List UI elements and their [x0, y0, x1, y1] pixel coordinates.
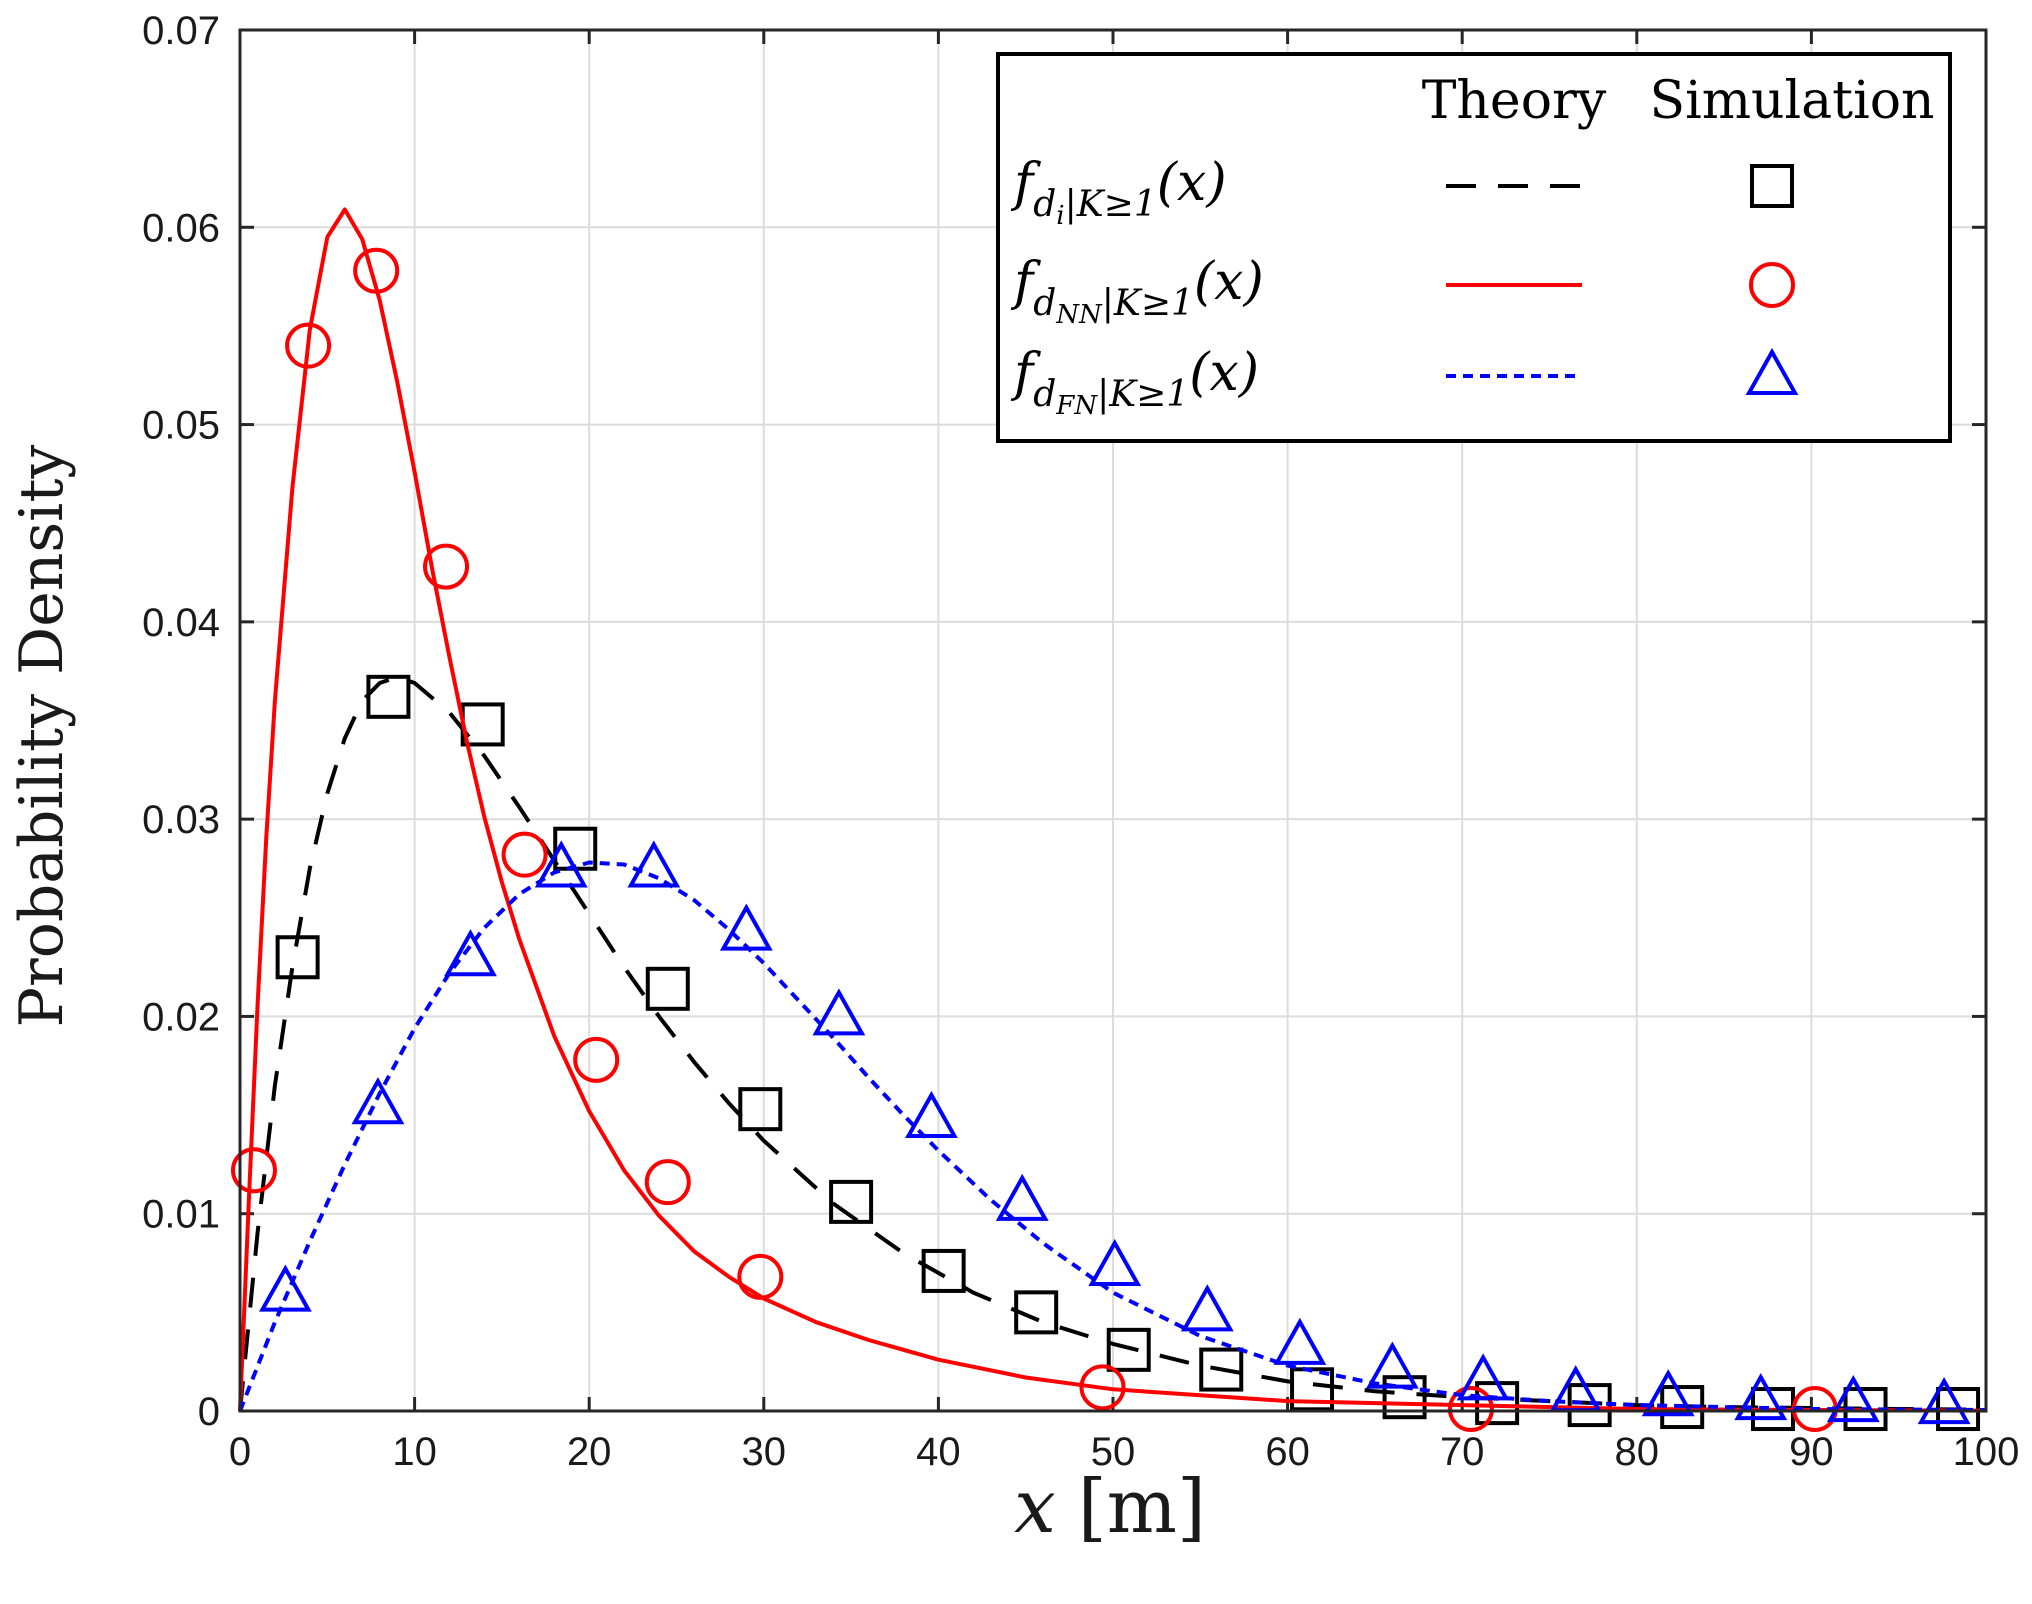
x-tick-label: 100 — [1953, 1430, 2020, 1474]
sim-marker-di — [645, 966, 690, 1011]
y-tick-label: 0.04 — [142, 601, 220, 645]
sim-marker-di — [921, 1248, 966, 1293]
legend-label-sub: d — [1033, 374, 1056, 415]
y-tick-label: 0.07 — [142, 9, 220, 53]
x-axis-title-var: x — [1014, 1464, 1056, 1550]
legend-header-simulation: Simulation — [1649, 71, 1934, 131]
sim-marker-di — [1106, 1327, 1151, 1372]
sim-marker-dfn — [1641, 1369, 1695, 1417]
legend-label-cond: |K≥1 — [1065, 184, 1157, 225]
sim-marker-dnn — [423, 543, 470, 590]
x-tick-label: 90 — [1789, 1430, 1834, 1474]
y-axis-title: Probability Density — [7, 445, 77, 1028]
ticklabel-layer: 0 10 20 30 40 50 60 70 80 90 100 0 0.01 0.02 0.03 0.04 0… — [142, 9, 2019, 1474]
sim-marker-di — [1475, 1381, 1520, 1426]
sim-marker-dfn — [905, 1090, 958, 1139]
sim-marker-dfn — [1273, 1317, 1327, 1365]
sim-marker-dfn — [1365, 1341, 1419, 1389]
x-tick-label: 20 — [567, 1430, 612, 1474]
sim-marker-di — [829, 1179, 874, 1224]
sim-marker-dnn — [737, 1253, 784, 1300]
x-tick-label: 30 — [742, 1430, 787, 1474]
x-tick-label: 10 — [392, 1430, 437, 1474]
sim-marker-dfn — [1734, 1373, 1788, 1421]
theory-line-dfn — [238, 860, 1987, 1412]
x-tick-label: 0 — [229, 1430, 251, 1474]
legend-label-dfn: fdFN|K≥1(x) — [1010, 343, 1259, 421]
legend-label-arg: (x) — [1189, 343, 1259, 403]
sim-marker-dfn — [351, 1077, 405, 1125]
sim-marker-dfn — [1456, 1353, 1510, 1401]
legend-marker-dnn — [1749, 262, 1795, 308]
sim-marker-di — [366, 674, 411, 719]
x-axis-title: x [m] — [1014, 1464, 1206, 1550]
sim-marker-dnn — [501, 831, 548, 878]
legend-label-arg: (x) — [1157, 153, 1227, 213]
sim-marker-di — [1199, 1347, 1244, 1392]
sim-marker-dnn — [1447, 1386, 1494, 1433]
legend-label-sub2: FN — [1055, 391, 1098, 421]
x-axis-title-unit: [m] — [1078, 1464, 1206, 1550]
legend-entry-di: fdi|K≥1(x) — [1010, 153, 1794, 231]
y-tick-label: 0.02 — [142, 995, 220, 1039]
x-tick-label: 80 — [1615, 1430, 1660, 1474]
sim-marker-dfn — [719, 903, 773, 951]
legend-label-sub2: i — [1056, 201, 1064, 231]
legend-label-sub2: NN — [1055, 300, 1103, 330]
y-tick-label: 0.06 — [142, 206, 220, 250]
sim-marker-dfn — [627, 840, 681, 888]
sim-marker-dfn — [1826, 1375, 1880, 1423]
y-tick-label: 0.01 — [142, 1193, 220, 1237]
sim-marker-di — [275, 935, 320, 980]
sim-marker-dnn — [353, 247, 400, 294]
sim-marker-di — [1014, 1290, 1059, 1335]
legend-label-sub: d — [1033, 283, 1056, 324]
sim-marker-dfn — [1088, 1238, 1142, 1286]
x-tick-label: 60 — [1265, 1430, 1310, 1474]
y-tick-label: 0 — [198, 1390, 220, 1434]
legend-label-cond: |K≥1 — [1102, 283, 1194, 324]
sim-marker-dnn — [644, 1159, 691, 1206]
theory-line-dnn — [238, 207, 1987, 1413]
sim-marker-dfn — [1917, 1376, 1971, 1425]
series-layer — [230, 207, 1987, 1433]
sim-marker-dnn — [230, 1147, 277, 1194]
sim-marker-dnn — [285, 322, 332, 369]
legend-marker-di — [1750, 164, 1794, 208]
sim-marker-dfn — [534, 840, 588, 888]
legend-box — [996, 52, 1952, 443]
x-tick-label: 70 — [1440, 1430, 1485, 1474]
legend-marker-dfn — [1745, 347, 1799, 395]
sim-marker-dnn — [573, 1036, 620, 1083]
y-tick-label: 0.03 — [142, 798, 220, 842]
legend-label-cond: |K≥1 — [1097, 374, 1189, 415]
sim-marker-dfn — [258, 1264, 312, 1312]
series-dfn — [238, 840, 1987, 1425]
legend-entries: fdi|K≥1(x)fdNN|K≥1(x)fdFN|K≥1(x) — [1010, 153, 1799, 421]
sim-marker-di — [738, 1087, 783, 1132]
legend-label-sub: d — [1033, 184, 1056, 225]
legend-label-arg: (x) — [1194, 252, 1264, 312]
x-tick-label: 50 — [1091, 1430, 1136, 1474]
x-tick-label: 40 — [916, 1430, 961, 1474]
sim-marker-dfn — [1180, 1284, 1234, 1332]
legend: Theory Simulation fdi|K≥1(x)fdNN|K≥1(x)f… — [996, 52, 1952, 443]
legend-entry-dfn: fdFN|K≥1(x) — [1010, 343, 1799, 421]
sim-marker-dfn — [444, 929, 497, 977]
sim-marker-dfn — [812, 988, 866, 1036]
sim-marker-di — [460, 702, 505, 747]
plot-frame — [238, 28, 1988, 1413]
y-tick-label: 0.05 — [142, 404, 220, 448]
sim-marker-di — [1382, 1375, 1427, 1420]
legend-label-di: fdi|K≥1(x) — [1010, 153, 1227, 231]
sim-marker-dfn — [995, 1173, 1049, 1221]
sim-marker-dnn — [1079, 1364, 1126, 1411]
legend-header-theory: Theory — [1422, 71, 1607, 131]
